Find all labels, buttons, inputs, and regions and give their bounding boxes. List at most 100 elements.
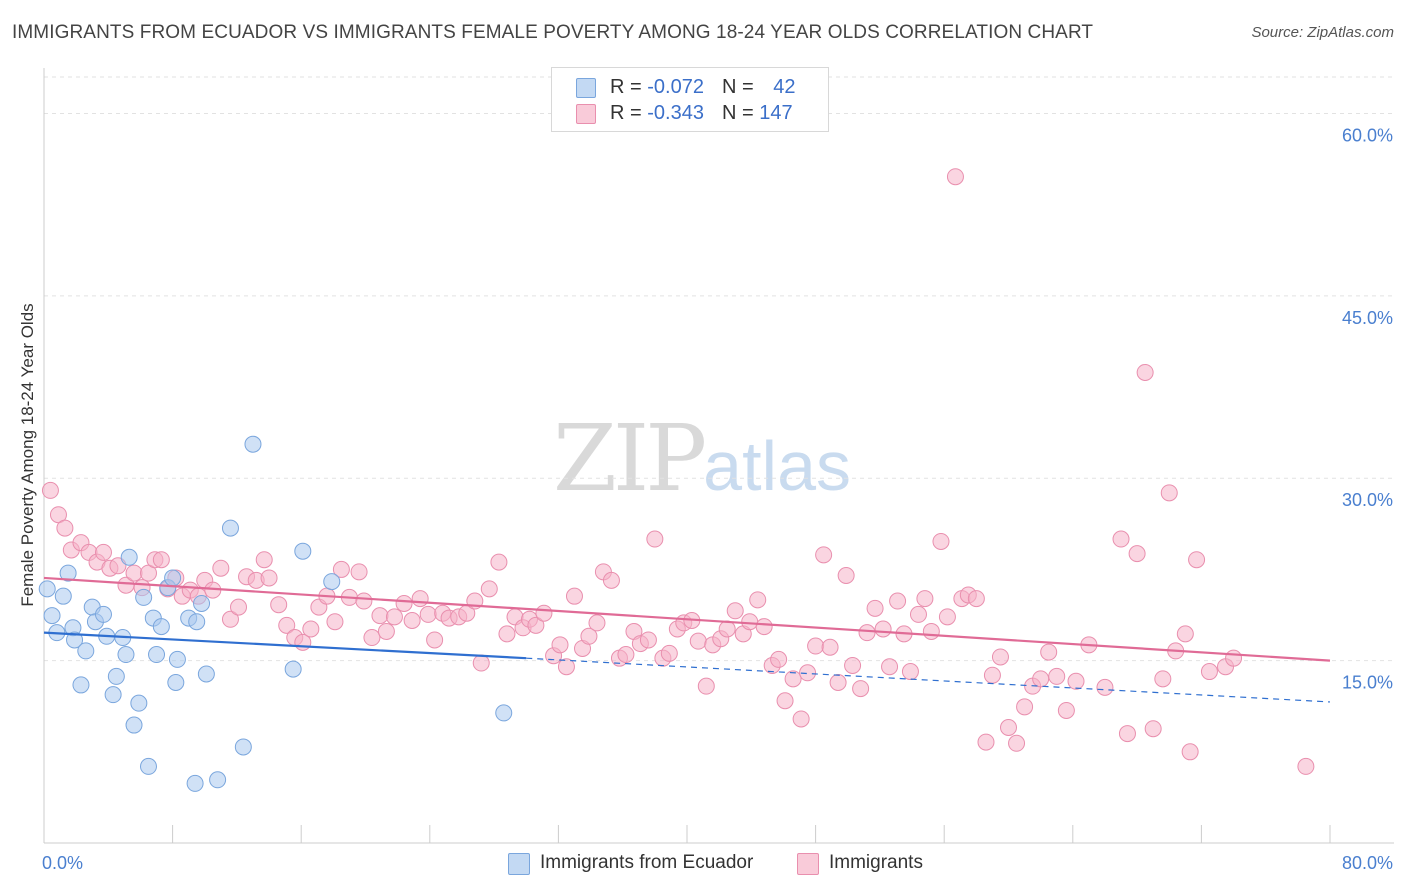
- point-immigrants: [1181, 743, 1199, 761]
- legend-swatch-blue: [508, 853, 530, 875]
- legend-swatch-pink: [576, 104, 596, 124]
- point-immigrants: [56, 519, 74, 537]
- point-ecuador: [495, 704, 513, 722]
- point-immigrants: [1008, 734, 1026, 752]
- point-immigrants: [799, 664, 817, 682]
- stats-legend: R = -0.072 N = 42 R = -0.343 N = 147: [551, 67, 829, 132]
- point-immigrants: [535, 604, 553, 622]
- point-immigrants: [1297, 757, 1315, 775]
- point-immigrants: [1118, 725, 1136, 743]
- point-immigrants: [967, 590, 985, 608]
- point-immigrants: [946, 168, 964, 186]
- y-tick-label: 15.0%: [1342, 673, 1393, 693]
- point-immigrants: [212, 559, 230, 577]
- point-immigrants: [109, 557, 127, 575]
- point-ecuador: [167, 674, 185, 692]
- point-immigrants: [1048, 667, 1066, 685]
- point-immigrants: [255, 551, 273, 569]
- point-immigrants: [844, 656, 862, 674]
- point-immigrants: [1200, 663, 1218, 681]
- point-immigrants: [938, 608, 956, 626]
- chart-source: Source: ZipAtlas.com: [1251, 24, 1394, 41]
- point-ecuador: [107, 667, 125, 685]
- point-immigrants: [1160, 484, 1178, 502]
- point-immigrants: [332, 560, 350, 578]
- point-ecuador: [188, 613, 206, 631]
- point-ecuador: [193, 594, 211, 612]
- point-immigrants: [858, 624, 876, 642]
- point-immigrants: [646, 530, 664, 548]
- r-value: -0.343: [647, 102, 704, 124]
- point-ecuador: [59, 564, 77, 582]
- point-immigrants: [1225, 649, 1243, 667]
- chart-title: IMMIGRANTS FROM ECUADOR VS IMMIGRANTS FE…: [12, 22, 1094, 43]
- x-tick-label: 0.0%: [42, 853, 83, 873]
- point-immigrants: [815, 546, 833, 564]
- point-immigrants: [1000, 718, 1017, 736]
- point-immigrants: [326, 613, 344, 631]
- point-ecuador: [94, 605, 112, 623]
- legend-swatch-pink: [797, 853, 819, 875]
- trend-line-dashed-ecuador: [526, 657, 1331, 703]
- point-immigrants: [557, 658, 575, 676]
- point-immigrants: [377, 622, 395, 640]
- point-immigrants: [395, 594, 413, 612]
- point-immigrants: [821, 638, 839, 656]
- point-ecuador: [244, 435, 262, 453]
- point-immigrants: [1188, 551, 1206, 569]
- point-ecuador: [104, 686, 122, 704]
- point-immigrants: [983, 666, 1001, 684]
- point-immigrants: [741, 613, 759, 631]
- point-immigrants: [881, 658, 899, 676]
- point-immigrants: [1176, 625, 1194, 643]
- point-immigrants: [901, 663, 919, 681]
- point-immigrants: [977, 733, 995, 751]
- point-immigrants: [1016, 698, 1034, 716]
- point-immigrants: [565, 587, 583, 605]
- point-immigrants: [498, 625, 516, 643]
- point-immigrants: [41, 481, 59, 499]
- trend-line-immigrants: [43, 576, 1331, 662]
- point-immigrants: [355, 592, 373, 610]
- point-immigrants: [588, 614, 606, 632]
- point-immigrants: [697, 677, 715, 695]
- trend-line-ecuador: [43, 631, 527, 660]
- point-immigrants: [580, 627, 598, 645]
- point-immigrants: [909, 605, 927, 623]
- point-ecuador: [38, 580, 56, 598]
- point-ecuador: [164, 569, 182, 587]
- point-immigrants: [660, 644, 678, 662]
- point-immigrants: [755, 618, 773, 636]
- point-ecuador: [135, 588, 153, 606]
- point-immigrants: [792, 710, 810, 728]
- point-immigrants: [385, 608, 403, 626]
- r-value: -0.072: [647, 76, 704, 98]
- point-immigrants: [363, 629, 381, 647]
- point-ecuador: [117, 646, 135, 664]
- legend-label-immigrants: Immigrants: [829, 852, 923, 873]
- point-ecuador: [66, 631, 84, 649]
- point-immigrants: [718, 620, 736, 638]
- point-immigrants: [1032, 670, 1050, 688]
- point-immigrants: [527, 616, 545, 634]
- point-immigrants: [1096, 678, 1114, 696]
- point-immigrants: [617, 646, 635, 664]
- point-immigrants: [350, 563, 368, 581]
- point-immigrants: [278, 616, 296, 634]
- point-immigrants: [125, 564, 143, 582]
- point-immigrants: [889, 592, 907, 610]
- point-immigrants: [426, 631, 444, 649]
- point-immigrants: [230, 598, 248, 616]
- legend-label-ecuador: Immigrants from Ecuador: [540, 852, 754, 873]
- point-immigrants: [371, 607, 389, 625]
- x-tick-label: 80.0%: [1342, 853, 1393, 873]
- y-tick-label: 45.0%: [1342, 308, 1393, 328]
- point-immigrants: [776, 692, 794, 710]
- point-immigrants: [784, 670, 802, 688]
- point-ecuador: [54, 587, 72, 605]
- point-ecuador: [168, 650, 186, 668]
- point-immigrants: [689, 632, 707, 650]
- point-immigrants: [152, 551, 170, 569]
- point-immigrants: [922, 622, 940, 640]
- point-immigrants: [480, 580, 498, 598]
